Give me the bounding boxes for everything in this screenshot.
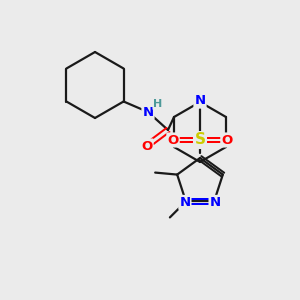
- Text: O: O: [141, 140, 153, 152]
- Text: H: H: [153, 99, 163, 109]
- Text: N: N: [142, 106, 154, 118]
- Text: O: O: [167, 134, 178, 146]
- Text: S: S: [194, 133, 206, 148]
- Text: N: N: [179, 196, 191, 209]
- Text: N: N: [209, 196, 221, 209]
- Text: N: N: [194, 94, 206, 107]
- Text: O: O: [221, 134, 233, 146]
